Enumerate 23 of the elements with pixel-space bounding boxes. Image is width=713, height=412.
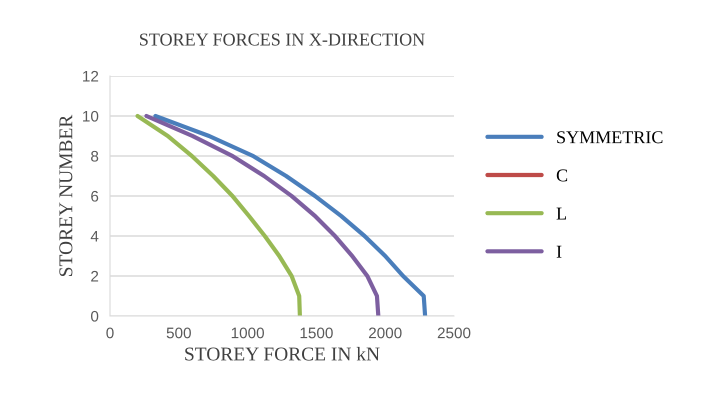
legend-label: SYMMETRIC — [557, 131, 662, 144]
y-tick-label: 8 — [91, 150, 98, 162]
y-tick-label: 0 — [90, 310, 98, 322]
x-tick-label: 500 — [166, 328, 191, 338]
y-tick-label: 4 — [90, 231, 98, 242]
x-tick-label: 0 — [106, 328, 114, 338]
y-tick-label: 12 — [83, 70, 98, 82]
x-tick-label: 1500 — [300, 328, 333, 338]
legend-label: I — [556, 246, 562, 258]
chart-title: STOREY FORCES IN X-DIRECTION — [140, 33, 425, 46]
x-tick-label: 2000 — [368, 328, 402, 338]
x-tick-label: 2500 — [438, 328, 470, 338]
y-tick-label: 2 — [91, 270, 98, 282]
legend-label: C — [556, 169, 568, 182]
line-series — [153, 114, 428, 316]
legend-label: L — [556, 208, 566, 220]
line-series — [135, 114, 302, 316]
y-tick-label: 6 — [91, 190, 98, 202]
x-tick-label: 1000 — [232, 328, 264, 338]
y-tick-label: 10 — [83, 110, 98, 122]
y-axis-title: STOREY NUMBER — [59, 114, 72, 276]
x-axis-title: STOREY FORCE IN kN — [185, 346, 380, 361]
line-series — [144, 114, 380, 316]
